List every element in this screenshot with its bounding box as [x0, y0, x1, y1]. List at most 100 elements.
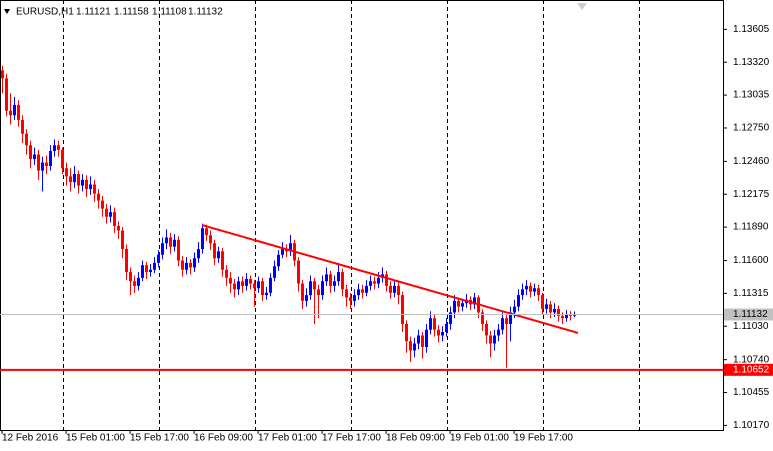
period-separators: [63, 0, 640, 430]
candle-body: [449, 312, 452, 324]
candle-body: [189, 262, 192, 268]
candle-body: [393, 285, 396, 293]
candle-body: [337, 272, 340, 282]
candle-body: [289, 243, 292, 252]
candle-body: [413, 343, 416, 351]
candle-body: [145, 265, 148, 273]
chart-title: EURUSD,H1: [16, 7, 74, 18]
candle-body: [429, 318, 432, 330]
y-tick-label: 1.10455: [733, 387, 770, 398]
candle-body: [85, 179, 88, 190]
candle-body: [345, 289, 348, 298]
candle-body: [157, 254, 160, 263]
candle-body: [153, 262, 156, 270]
last-low: 1.11108: [152, 7, 187, 18]
candle-body: [557, 308, 560, 316]
x-tick-label: 15 Feb 17:00: [130, 433, 189, 444]
y-tick-label: 1.13320: [733, 57, 770, 68]
candle-body: [149, 269, 152, 273]
candle-body: [441, 332, 444, 336]
candle-body: [569, 314, 572, 316]
candle-body: [105, 208, 108, 217]
x-tick-label: 19 Feb 01:00: [450, 433, 509, 444]
candle-body: [453, 300, 456, 313]
candle-body: [445, 323, 448, 333]
candle-body: [333, 281, 336, 286]
plot-frame: [0, 0, 724, 431]
candle-body: [101, 200, 104, 209]
candle-body: [421, 335, 424, 347]
candle-body: [117, 225, 120, 231]
candle-body: [185, 262, 188, 270]
candle-body: [373, 281, 376, 284]
candle-body: [169, 237, 172, 247]
candle-body: [537, 288, 540, 296]
candle-body: [253, 283, 256, 289]
x-tick-label: 15 Feb 01:00: [66, 433, 125, 444]
candle-body: [41, 162, 44, 171]
candle-body: [517, 295, 520, 307]
y-tick-label: 1.11890: [733, 222, 769, 233]
candle-body: [389, 285, 392, 293]
candle-body: [165, 237, 168, 244]
candle-body: [349, 297, 352, 301]
x-tick-label: 16 Feb 09:00: [194, 433, 253, 444]
candle-body: [109, 212, 112, 217]
candle-body: [97, 193, 100, 201]
candle-body: [433, 318, 436, 330]
candle-body: [209, 235, 212, 244]
candle-body: [313, 281, 316, 290]
y-tick-label: 1.13605: [733, 24, 770, 35]
candle-body: [197, 249, 200, 259]
candle-body: [353, 295, 356, 301]
candle-body: [177, 239, 180, 261]
candle-body: [21, 119, 24, 134]
candle-body: [221, 251, 224, 270]
candle-body: [409, 341, 412, 351]
candle-body: [489, 335, 492, 344]
candle-body: [73, 174, 76, 183]
candle-body: [201, 228, 204, 250]
candle-body: [93, 184, 96, 194]
last-open: 1.11121: [76, 7, 111, 18]
candle-body: [181, 260, 184, 270]
last-close: 1.11132: [188, 7, 223, 18]
candle-body: [61, 149, 64, 169]
horizontal-line-label: 1.10652: [733, 364, 770, 375]
y-tick-label: 1.11030: [733, 321, 769, 332]
candle-body: [297, 260, 300, 284]
candle-body: [521, 289, 524, 296]
candle-body: [497, 329, 500, 336]
candle-body: [89, 184, 92, 190]
candle-body: [553, 308, 556, 313]
y-tick-label: 1.10170: [733, 420, 770, 431]
candle-body: [69, 176, 72, 183]
menu-triangle[interactable]: [4, 9, 10, 14]
candle-body: [249, 278, 252, 284]
candle-body: [457, 300, 460, 307]
candle-body: [113, 212, 116, 226]
candle-body: [57, 145, 60, 150]
candle-body: [509, 312, 512, 324]
candle-body: [137, 277, 140, 286]
candle-body: [481, 312, 484, 324]
scroll-indicator[interactable]: [577, 3, 587, 10]
candle-body: [49, 151, 52, 167]
current-price-label: 1.11132: [733, 309, 768, 320]
candle-body: [305, 295, 308, 301]
candle-body: [437, 329, 440, 336]
candle-body: [561, 315, 564, 319]
candle-body: [29, 145, 32, 160]
candle-body: [237, 281, 240, 290]
candle-body: [225, 269, 228, 278]
candle-body: [13, 104, 16, 116]
candle-body: [321, 281, 324, 296]
x-tick-label: 18 Feb 09:00: [386, 433, 445, 444]
candle-body: [361, 289, 364, 293]
candle-body: [269, 277, 272, 293]
candle-body: [45, 162, 48, 167]
candle-body: [37, 154, 40, 171]
candle-body: [505, 318, 508, 324]
